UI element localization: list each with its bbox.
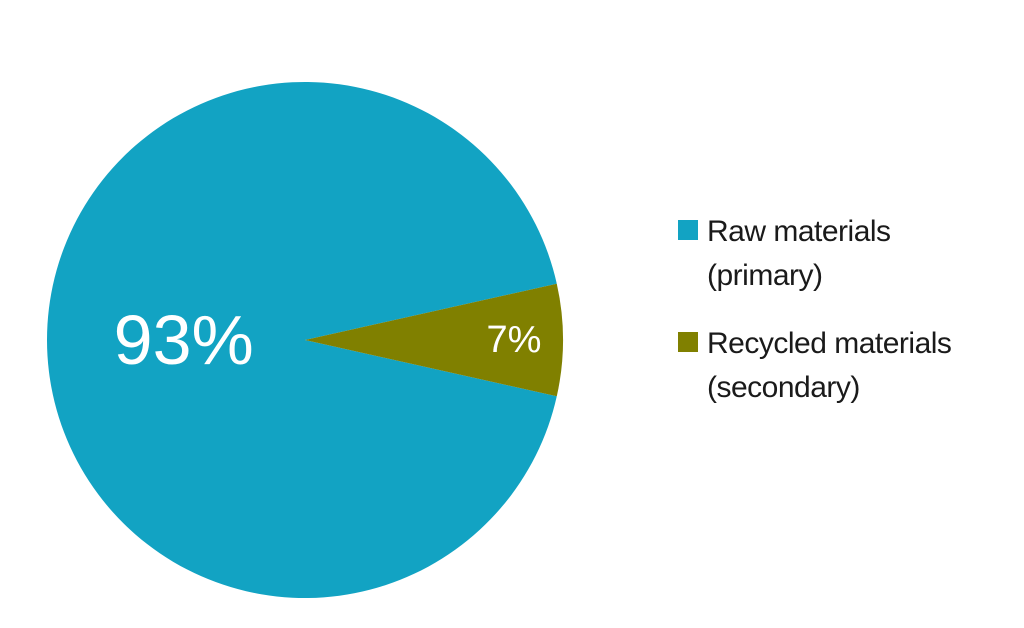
legend-label: Recycled materials (secondary): [707, 327, 952, 404]
data-label: 7%: [487, 319, 542, 361]
data-label: 93%: [114, 301, 254, 379]
legend: Raw materials (primary) Recycled material…: [678, 210, 1008, 434]
legend-swatch: [678, 220, 698, 240]
pie-slice: [46, 81, 557, 599]
legend-item: Recycled materials (secondary): [678, 322, 1008, 410]
pie-slice: [305, 283, 563, 397]
legend-swatch: [678, 332, 698, 352]
legend-item: Raw materials (primary): [678, 210, 1008, 298]
legend-label: Raw materials (primary): [707, 215, 891, 292]
